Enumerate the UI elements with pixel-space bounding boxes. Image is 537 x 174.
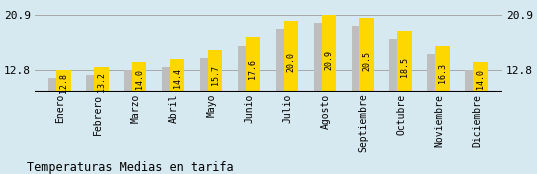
Bar	[436, 46, 449, 92]
Text: 14.0: 14.0	[135, 69, 144, 89]
Bar	[275, 29, 290, 92]
Bar	[473, 62, 488, 92]
Text: 12.8: 12.8	[59, 73, 68, 93]
Bar	[86, 75, 100, 92]
Bar	[246, 37, 260, 92]
Bar	[352, 26, 366, 92]
Bar	[389, 39, 404, 92]
Bar	[322, 15, 336, 92]
Bar	[284, 21, 298, 92]
Bar	[427, 54, 442, 92]
Bar	[397, 31, 412, 92]
Bar	[238, 46, 252, 92]
Text: 13.2: 13.2	[97, 72, 106, 92]
Text: 20.0: 20.0	[286, 52, 295, 72]
Bar	[132, 62, 147, 92]
Bar	[208, 50, 222, 92]
Text: 16.3: 16.3	[438, 63, 447, 83]
Bar	[124, 70, 139, 92]
Bar	[465, 70, 480, 92]
Bar	[48, 78, 63, 92]
Text: 17.6: 17.6	[249, 59, 257, 79]
Bar	[359, 18, 374, 92]
Bar	[170, 59, 184, 92]
Bar	[94, 67, 108, 92]
Bar	[56, 70, 70, 92]
Bar	[314, 23, 328, 92]
Text: 18.5: 18.5	[400, 57, 409, 77]
Text: 14.0: 14.0	[476, 69, 485, 89]
Text: 14.4: 14.4	[172, 68, 182, 88]
Text: 20.9: 20.9	[324, 50, 333, 70]
Text: 20.5: 20.5	[362, 51, 371, 71]
Text: 15.7: 15.7	[211, 65, 220, 85]
Bar	[200, 58, 214, 92]
Bar	[162, 67, 176, 92]
Text: Temperaturas Medias en tarifa: Temperaturas Medias en tarifa	[27, 161, 234, 174]
